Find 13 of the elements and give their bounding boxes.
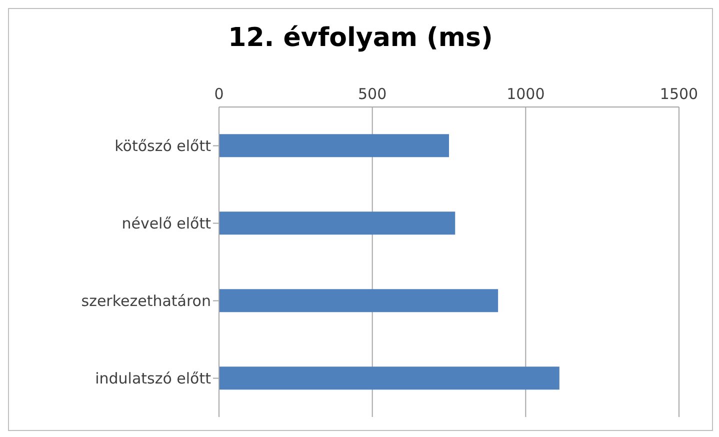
- x-tick-label: 0: [214, 85, 224, 103]
- bar: [219, 134, 449, 158]
- y-tick-label: szerkezethatáron: [81, 292, 211, 310]
- x-tick-label: 1500: [660, 85, 698, 103]
- chart-title: 12. évfolyam (ms): [227, 23, 494, 55]
- bar: [219, 289, 498, 312]
- y-tick-label: indulatszó előtt: [95, 370, 212, 388]
- bar: [219, 212, 456, 235]
- x-tick-label: 1000: [506, 85, 545, 103]
- y-tick-label: kötőszó előtt: [114, 137, 212, 156]
- x-tick-label: 500: [358, 85, 387, 103]
- y-tick-label: névelő előtt: [122, 214, 212, 233]
- bar: [219, 366, 560, 390]
